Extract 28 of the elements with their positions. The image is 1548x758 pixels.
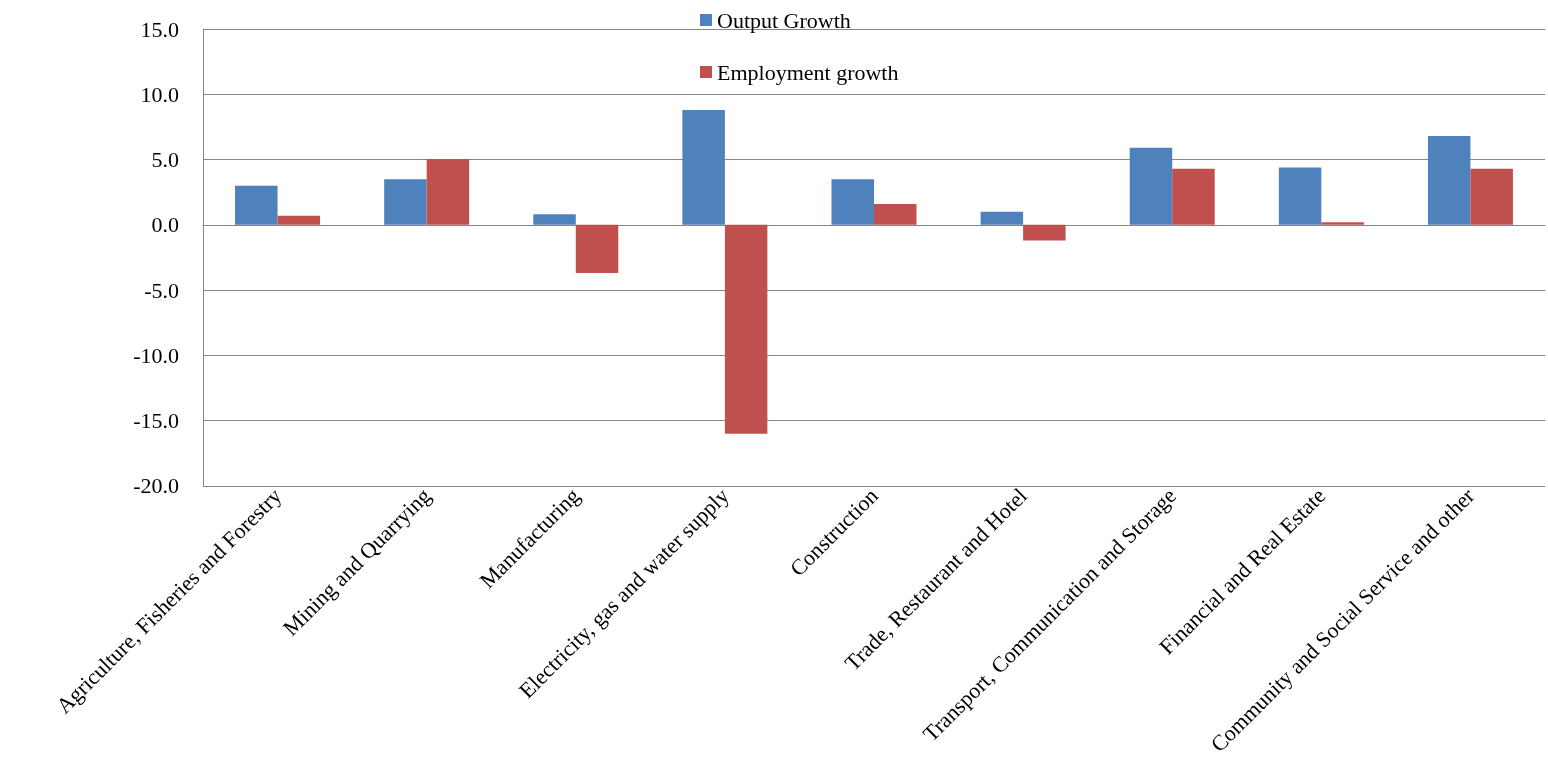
bar xyxy=(235,185,278,225)
bar xyxy=(682,109,725,225)
bar xyxy=(533,214,576,225)
bar xyxy=(831,179,874,225)
y-tick-label: 5.0 xyxy=(151,147,179,173)
y-tick-label: -5.0 xyxy=(144,277,179,303)
y-tick-label: 15.0 xyxy=(140,16,179,42)
y-tick-label: -20.0 xyxy=(133,473,179,499)
bar xyxy=(1278,167,1322,225)
bar xyxy=(724,224,768,434)
bar xyxy=(426,158,470,225)
bar xyxy=(1023,224,1066,241)
bar xyxy=(277,215,321,225)
y-tick-label: -15.0 xyxy=(133,408,179,434)
bar xyxy=(384,179,427,225)
y-tick-label: 10.0 xyxy=(140,81,179,107)
bar xyxy=(1427,136,1471,225)
y-tick-label: -10.0 xyxy=(133,342,179,368)
bar xyxy=(980,211,1024,225)
legend-label: Employment growth xyxy=(717,59,899,85)
bar xyxy=(575,224,619,274)
bar xyxy=(874,203,917,225)
bar xyxy=(1321,222,1364,225)
bar xyxy=(1129,147,1173,225)
bar xyxy=(1172,168,1215,225)
y-tick-label: 0.0 xyxy=(151,212,179,238)
legend-label: Output Growth xyxy=(717,7,851,33)
bar xyxy=(1470,168,1513,225)
